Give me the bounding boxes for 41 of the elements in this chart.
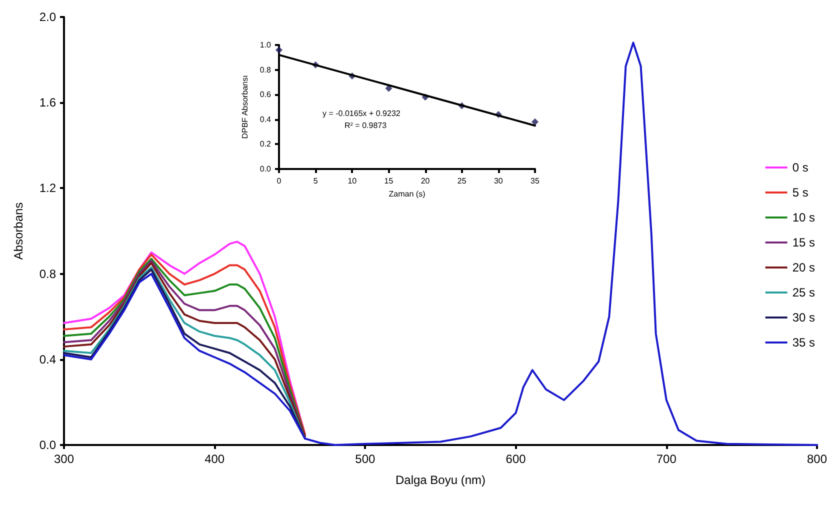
legend-label: 5 s xyxy=(792,186,808,200)
y-tick-label: 0.8 xyxy=(39,266,56,281)
y-tick-label: 0.8 xyxy=(260,65,272,74)
legend-label: 20 s xyxy=(792,260,816,274)
y-tick-label: 1.0 xyxy=(260,40,272,50)
x-tick-label: 300 xyxy=(54,452,74,466)
x-tick-label: 15 xyxy=(384,176,394,186)
y-tick-label: 0.0 xyxy=(39,438,56,452)
y-tick-label: 0.6 xyxy=(260,90,272,100)
y-tick-label: 0.2 xyxy=(260,140,272,149)
y-tick-label: 0.4 xyxy=(39,352,56,366)
x-tick-label: 30 xyxy=(494,176,504,186)
y-tick-label: 1.2 xyxy=(39,181,56,196)
x-tick-label: 0 xyxy=(276,176,282,186)
legend-label: 0 s xyxy=(792,160,808,174)
x-tick-label: 600 xyxy=(506,452,526,466)
x-tick-label: 10 xyxy=(348,176,358,186)
annotation: y = -0.0165x + 0.9232 xyxy=(322,108,401,118)
legend-label: 35 s xyxy=(792,336,816,350)
x-tick-label: 20 xyxy=(420,176,430,186)
x-tick-label: 700 xyxy=(656,452,677,466)
x-tick-label: 800 xyxy=(806,452,828,466)
x-tick-label: 400 xyxy=(204,452,225,466)
annotation: R² = 0.9873 xyxy=(344,120,388,130)
y-tick-label: 1.6 xyxy=(39,96,56,110)
y-axis-title: Absorbans xyxy=(11,202,26,260)
x-axis-title: Zaman (s) xyxy=(388,189,426,198)
legend-label: 10 s xyxy=(792,210,816,224)
x-tick-label: 25 xyxy=(457,176,467,186)
legend-label: 15 s xyxy=(792,236,816,250)
y-tick-label: 0.4 xyxy=(260,114,272,124)
y-tick-label: 0.0 xyxy=(260,164,272,174)
y-axis-title: DPBF Absorbansı xyxy=(240,75,250,139)
x-axis-title: Dalga Boyu (nm) xyxy=(395,472,486,487)
legend-label: 25 s xyxy=(792,286,816,300)
point xyxy=(532,118,538,126)
x-tick-label: 5 xyxy=(313,176,318,186)
y-tick-label: 2.0 xyxy=(39,10,56,24)
legend-label: 30 s xyxy=(792,310,816,324)
x-tick-label: 35 xyxy=(530,176,540,186)
x-tick-label: 500 xyxy=(355,452,376,466)
